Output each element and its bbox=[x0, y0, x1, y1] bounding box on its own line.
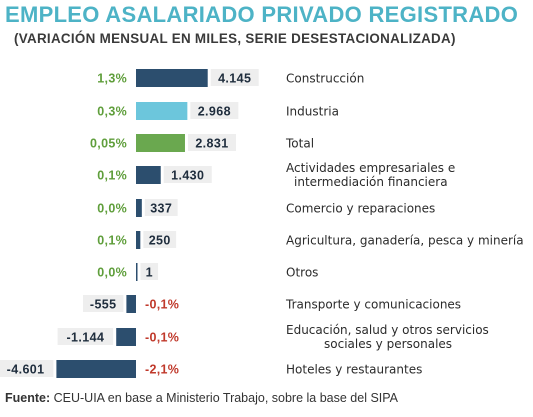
value-label-bg bbox=[140, 263, 159, 280]
value-label-bg bbox=[163, 166, 212, 183]
pct-label: 1,3% bbox=[97, 72, 127, 86]
category-label: intermediación financiera bbox=[294, 175, 448, 189]
category-label: Otros bbox=[286, 266, 318, 280]
source-label: Fuente: bbox=[5, 391, 51, 405]
category-label: Construcción bbox=[286, 72, 364, 86]
value-label-bg bbox=[144, 199, 178, 216]
category-label: Total bbox=[285, 137, 314, 151]
pct-label: 0,0% bbox=[97, 202, 127, 216]
value-label-bg bbox=[190, 102, 239, 119]
category-label: Agricultura, ganadería, pesca y minería bbox=[286, 234, 524, 248]
value-label-bg bbox=[0, 360, 54, 377]
value-label: -4.601 bbox=[7, 363, 45, 377]
category-label: Hoteles y restaurantes bbox=[286, 363, 422, 377]
category-label: Actividades empresariales e bbox=[286, 161, 455, 175]
pct-label: 0,0% bbox=[97, 266, 127, 280]
bar bbox=[56, 360, 137, 378]
value-label: 2.968 bbox=[198, 105, 231, 119]
bar bbox=[136, 166, 161, 184]
bar bbox=[136, 263, 138, 281]
pct-label: -2,1% bbox=[145, 363, 179, 377]
value-label-bg bbox=[210, 69, 259, 86]
category-label: Industria bbox=[286, 105, 339, 119]
pct-label: 0,1% bbox=[97, 234, 127, 248]
category-label: Transporte y comunicaciones bbox=[285, 298, 461, 312]
value-label: -1.144 bbox=[66, 331, 104, 345]
value-label-bg bbox=[187, 134, 236, 151]
pct-label: -0,1% bbox=[145, 331, 179, 345]
bar bbox=[116, 328, 136, 346]
pct-label: -0,1% bbox=[145, 298, 179, 312]
value-label-bg bbox=[57, 328, 114, 345]
value-label: 337 bbox=[150, 202, 172, 216]
pct-label: 0,3% bbox=[97, 105, 127, 119]
value-label: 1.430 bbox=[171, 169, 204, 183]
source-text: CEU-UIA en base a Ministerio Trabajo, so… bbox=[50, 391, 398, 405]
pct-label: 0,05% bbox=[90, 137, 127, 151]
bar bbox=[136, 134, 185, 152]
chart-subtitle: (VARIACIÓN MENSUAL EN MILES, SERIE DESES… bbox=[14, 31, 456, 46]
chart-title: EMPLEO ASALARIADO PRIVADO REGISTRADO bbox=[5, 2, 519, 27]
value-label: 1 bbox=[146, 266, 153, 280]
value-label: 250 bbox=[149, 234, 171, 248]
bar bbox=[126, 295, 136, 313]
bar bbox=[136, 231, 141, 249]
pct-label: 0,1% bbox=[97, 169, 127, 183]
bar bbox=[136, 69, 208, 87]
category-label: Comercio y reparaciones bbox=[286, 202, 435, 216]
category-label: sociales y personales bbox=[324, 337, 452, 351]
value-label-bg bbox=[82, 295, 124, 312]
bar bbox=[136, 102, 188, 120]
bar bbox=[136, 199, 142, 217]
value-label-bg bbox=[143, 231, 177, 248]
value-label: 4.145 bbox=[218, 72, 251, 86]
category-label: Educación, salud y otros servicios bbox=[286, 323, 489, 337]
source-note: Fuente: CEU-UIA en base a Ministerio Tra… bbox=[5, 391, 398, 405]
value-label: 2.831 bbox=[195, 137, 228, 151]
value-label: -555 bbox=[90, 298, 117, 312]
